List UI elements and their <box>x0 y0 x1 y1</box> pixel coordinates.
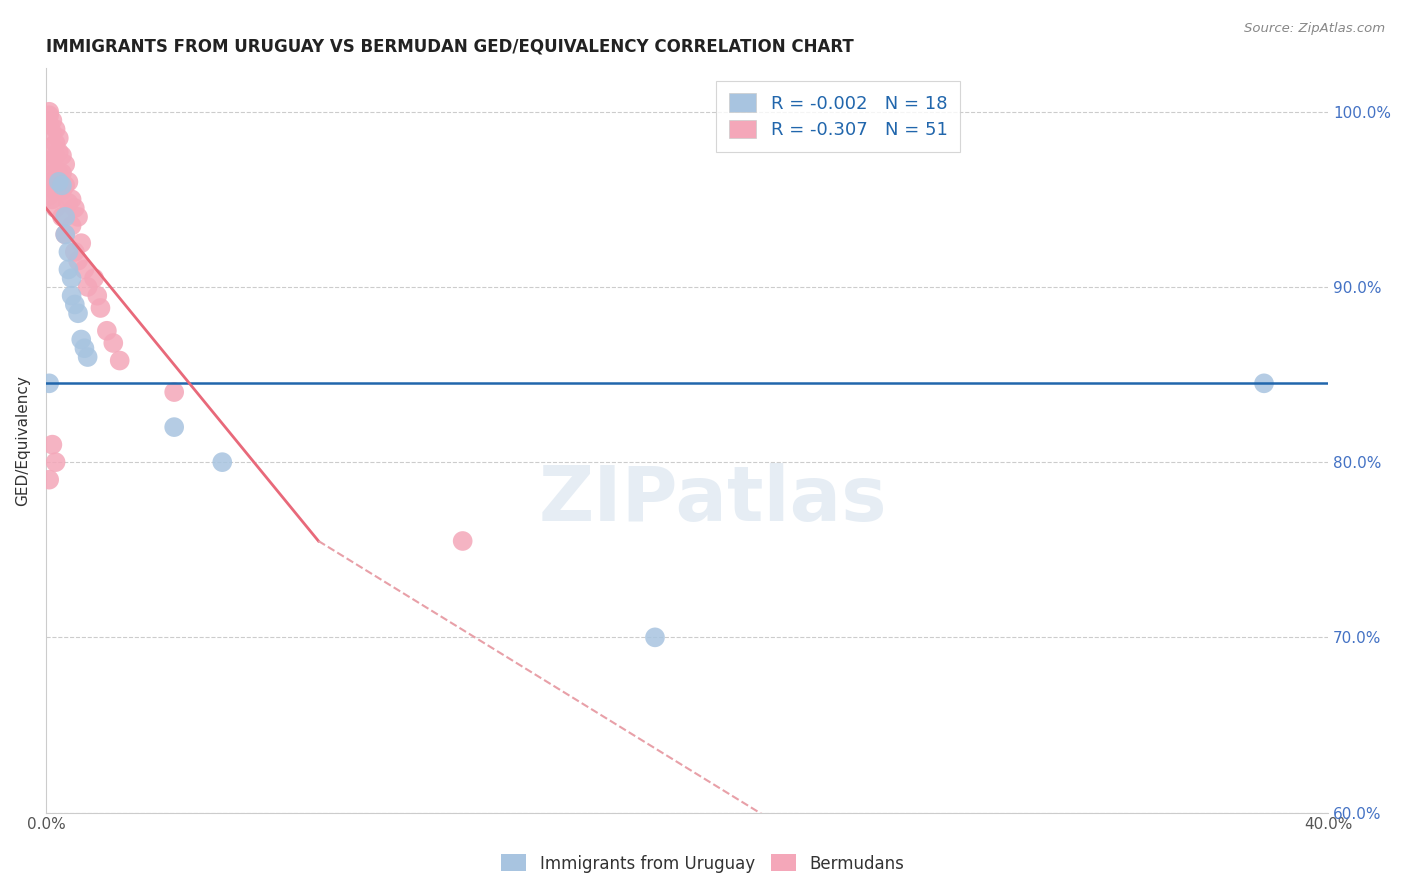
Point <box>103 336 125 351</box>
Point <box>53 227 76 242</box>
Point <box>38 189 60 203</box>
Point <box>63 297 86 311</box>
Point <box>76 280 98 294</box>
Legend: Immigrants from Uruguay, Bermudans: Immigrants from Uruguay, Bermudans <box>495 847 911 880</box>
Point <box>53 210 76 224</box>
Legend: R = -0.002   N = 18, R = -0.307   N = 51: R = -0.002 N = 18, R = -0.307 N = 51 <box>717 80 960 152</box>
Point <box>58 175 80 189</box>
Point <box>48 175 70 189</box>
Point <box>48 145 70 159</box>
Point <box>644 631 666 645</box>
Point <box>66 306 89 320</box>
Point <box>41 113 63 128</box>
Point <box>38 117 60 131</box>
Point <box>60 219 83 233</box>
Point <box>41 175 63 189</box>
Point <box>73 341 96 355</box>
Point <box>45 184 67 198</box>
Point <box>45 166 67 180</box>
Point <box>45 148 67 162</box>
Point <box>53 227 76 242</box>
Point <box>51 210 73 224</box>
Point <box>51 184 73 198</box>
Point <box>38 473 60 487</box>
Point <box>41 437 63 451</box>
Point <box>63 244 86 259</box>
Point <box>45 201 67 215</box>
Point <box>58 262 80 277</box>
Point <box>451 533 474 548</box>
Text: IMMIGRANTS FROM URUGUAY VS BERMUDAN GED/EQUIVALENCY CORRELATION CHART: IMMIGRANTS FROM URUGUAY VS BERMUDAN GED/… <box>46 37 853 55</box>
Point <box>89 301 111 315</box>
Point <box>63 201 86 215</box>
Point <box>45 455 67 469</box>
Point <box>76 350 98 364</box>
Point <box>211 455 233 469</box>
Point <box>58 195 80 210</box>
Point <box>58 244 80 259</box>
Point <box>38 153 60 168</box>
Point <box>38 376 60 391</box>
Text: ZIPatlas: ZIPatlas <box>538 463 887 537</box>
Point <box>66 210 89 224</box>
Point <box>83 271 105 285</box>
Point <box>51 148 73 162</box>
Point <box>86 289 108 303</box>
Point <box>60 192 83 206</box>
Point <box>1253 376 1275 391</box>
Point <box>51 166 73 180</box>
Point <box>41 126 63 140</box>
Point <box>38 108 60 122</box>
Point <box>48 131 70 145</box>
Y-axis label: GED/Equivalency: GED/Equivalency <box>15 375 30 506</box>
Point <box>70 333 93 347</box>
Point <box>53 178 76 193</box>
Point <box>48 184 70 198</box>
Point <box>163 385 186 400</box>
Text: Source: ZipAtlas.com: Source: ZipAtlas.com <box>1244 22 1385 36</box>
Point <box>70 236 93 251</box>
Point <box>108 353 131 368</box>
Point <box>41 157 63 171</box>
Point <box>41 192 63 206</box>
Point <box>41 140 63 154</box>
Point <box>66 253 89 268</box>
Point <box>73 262 96 277</box>
Point <box>38 175 60 189</box>
Point <box>53 157 76 171</box>
Point <box>48 166 70 180</box>
Point <box>60 289 83 303</box>
Point <box>60 271 83 285</box>
Point <box>96 324 118 338</box>
Point <box>45 136 67 151</box>
Point <box>38 104 60 119</box>
Point <box>163 420 186 434</box>
Point <box>51 178 73 193</box>
Point <box>45 122 67 136</box>
